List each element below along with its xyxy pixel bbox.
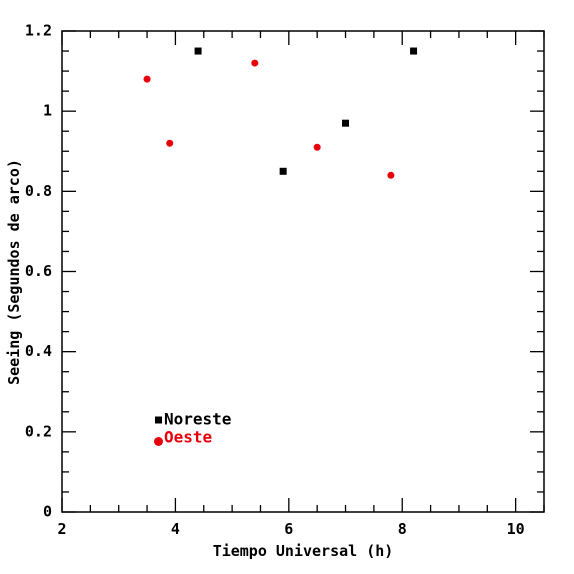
point-oeste bbox=[166, 139, 174, 147]
y-tick-label: 1 bbox=[43, 102, 52, 120]
point-noreste bbox=[279, 167, 287, 175]
y-tick-label: 0.2 bbox=[25, 422, 52, 440]
y-tick-label: 0.8 bbox=[25, 182, 52, 200]
x-tick-label: 6 bbox=[284, 520, 293, 538]
point-oeste bbox=[143, 75, 151, 83]
legend: Noreste Oeste bbox=[154, 410, 231, 447]
x-tick-label: 8 bbox=[398, 520, 407, 538]
legend-label-oeste: Oeste bbox=[164, 428, 212, 447]
legend-label-noreste: Noreste bbox=[164, 410, 231, 429]
x-tick-label: 2 bbox=[57, 520, 66, 538]
point-oeste bbox=[313, 143, 321, 151]
x-tick-label: 4 bbox=[171, 520, 180, 538]
legend-marker-oeste bbox=[154, 437, 163, 446]
y-tick-label: 0.4 bbox=[25, 342, 52, 360]
y-axis-title: Seeing (Segundos de arco) bbox=[5, 159, 23, 385]
legend-marker-noreste bbox=[155, 416, 162, 424]
x-tick-label: 10 bbox=[507, 520, 525, 538]
point-oeste bbox=[387, 171, 395, 179]
plot-frame bbox=[61, 30, 545, 513]
tick-labels-layer: 2 4 6 8 10 0 0.2 0.4 0.6 0.8 1 1.2 bbox=[25, 22, 525, 539]
point-noreste bbox=[342, 119, 350, 127]
y-tick-label: 0 bbox=[43, 503, 52, 521]
point-oeste bbox=[251, 59, 259, 67]
y-tick-label: 0.6 bbox=[25, 262, 52, 280]
point-noreste bbox=[194, 47, 202, 55]
point-noreste bbox=[410, 47, 418, 55]
points-layer bbox=[143, 47, 418, 179]
y-tick-label: 1.2 bbox=[25, 22, 52, 40]
x-axis-title: Tiempo Universal (h) bbox=[213, 542, 394, 560]
